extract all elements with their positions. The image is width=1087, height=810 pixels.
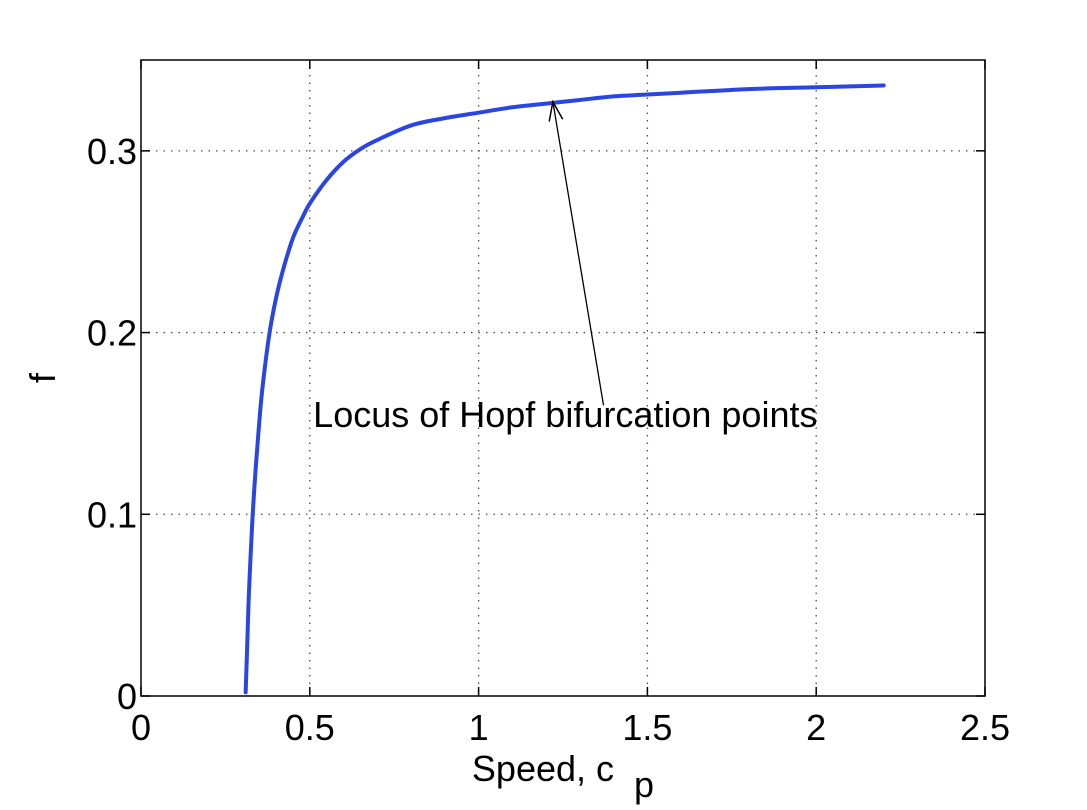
y-tick-label: 0.3 — [87, 131, 137, 172]
annotation-group: Locus of Hopf bifurcation points — [313, 99, 817, 435]
series-line — [243, 83, 886, 695]
y-tick-label: 0.2 — [87, 313, 137, 354]
x-tick-label: 0 — [131, 707, 151, 748]
x-tick-labels: 0 0.5 1 1.5 2 2.5 — [131, 707, 1010, 748]
x-tick-label: 1.5 — [622, 707, 672, 748]
x-tick-label: 2 — [806, 707, 826, 748]
annotation-label: Locus of Hopf bifurcation points — [313, 394, 817, 435]
x-axis-label: Speed, c p — [472, 748, 654, 805]
annotation-arrow-shaft — [552, 101, 605, 406]
tick-marks — [140, 60, 986, 697]
y-axis-label: f — [22, 372, 63, 383]
x-tick-label: 1 — [469, 707, 489, 748]
x-axis-label-main: Speed, c — [472, 748, 614, 789]
y-tick-label: 0 — [117, 676, 137, 717]
x-tick-label: 0.5 — [285, 707, 335, 748]
axes-frame — [140, 59, 986, 697]
x-axis-label-subscript: p — [634, 764, 654, 805]
y-tick-labels: 0 0.1 0.2 0.3 — [87, 131, 137, 717]
annotation-arrow-head — [548, 99, 564, 122]
x-tick-label: 2.5 — [960, 707, 1010, 748]
grid-lines — [141, 60, 985, 696]
series-group — [243, 83, 886, 695]
y-tick-label: 0.1 — [87, 494, 137, 535]
